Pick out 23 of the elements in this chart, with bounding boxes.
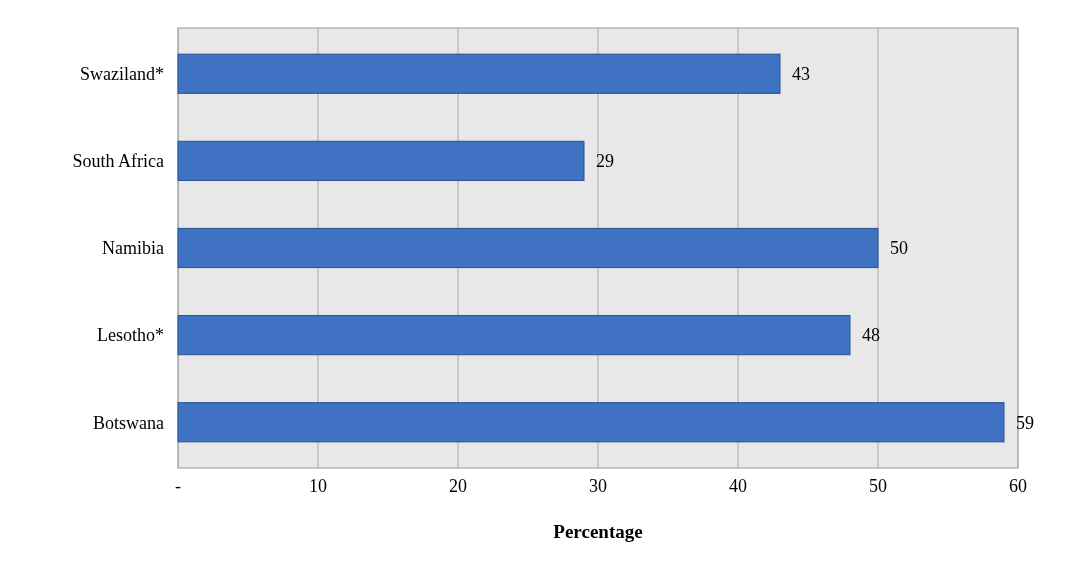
x-tick-label: 20: [449, 476, 467, 496]
bar: [177, 227, 879, 269]
x-tick-label: 40: [729, 476, 747, 496]
data-label: 29: [596, 151, 614, 172]
x-tick-label: 10: [309, 476, 327, 496]
data-label: 59: [1016, 412, 1034, 433]
y-tick-label: South Africa: [72, 151, 164, 172]
y-tick-label: Botswana: [93, 412, 164, 433]
bar: [177, 53, 781, 94]
x-tick-label: 60: [1009, 476, 1027, 496]
data-label: 48: [862, 325, 880, 346]
data-label: 50: [890, 238, 908, 259]
x-tick-label: 30: [589, 476, 607, 496]
data-label: 43: [792, 64, 810, 85]
bar: [177, 402, 1005, 443]
x-tick-label: -: [175, 476, 181, 496]
bar: [177, 140, 585, 181]
x-tick-label: 50: [869, 476, 887, 496]
y-tick-label: Namibia: [102, 238, 165, 259]
x-axis-title: Percentage: [553, 521, 643, 542]
y-tick-label: Swaziland*: [80, 64, 164, 85]
bar: [177, 315, 851, 356]
y-tick-label: Lesotho*: [97, 325, 164, 346]
